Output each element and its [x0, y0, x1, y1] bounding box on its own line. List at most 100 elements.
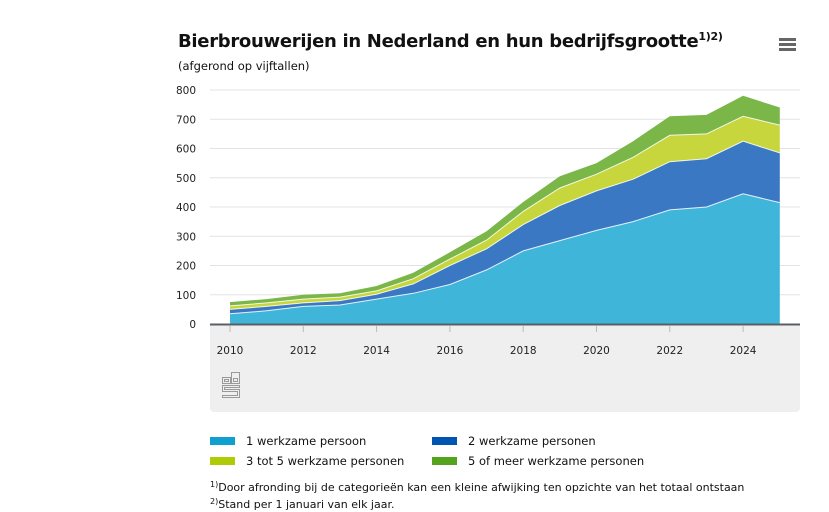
legend-item-3-tot-5-personen[interactable]: 3 tot 5 werkzame personen — [210, 454, 404, 468]
data-point[interactable] — [411, 271, 415, 275]
series-boundary-line — [229, 115, 780, 307]
data-point[interactable] — [704, 132, 708, 136]
x-tick-label: 2014 — [363, 345, 390, 357]
data-point[interactable] — [668, 160, 672, 164]
data-point[interactable] — [228, 300, 232, 304]
data-point[interactable] — [338, 303, 342, 307]
data-point[interactable] — [558, 239, 562, 243]
data-point[interactable] — [521, 249, 525, 253]
x-tick-label: 2022 — [656, 345, 683, 357]
data-point[interactable] — [631, 220, 635, 224]
hamburger-menu-icon[interactable] — [779, 38, 796, 52]
data-point[interactable] — [301, 301, 305, 305]
data-point[interactable] — [704, 113, 708, 117]
area-series-4[interactable] — [230, 95, 780, 306]
y-tick-label: 500 — [176, 173, 196, 185]
data-point[interactable] — [631, 177, 635, 181]
data-point[interactable] — [595, 161, 599, 165]
footnotes: 1)Door afronding bij de categorieën kan … — [210, 478, 744, 512]
footnote-text: Stand per 1 januari van elk jaar. — [218, 498, 395, 511]
chart-subtitle: (afgerond op vijftallen) — [178, 59, 310, 73]
data-point[interactable] — [558, 174, 562, 178]
data-point[interactable] — [741, 139, 745, 143]
x-tick-label: 2016 — [437, 345, 464, 357]
data-point[interactable] — [375, 284, 379, 288]
data-point[interactable] — [411, 282, 415, 286]
legend-swatch — [210, 437, 235, 445]
data-point[interactable] — [375, 297, 379, 301]
data-point[interactable] — [375, 289, 379, 293]
y-tick-label: 600 — [176, 144, 196, 156]
data-point[interactable] — [228, 307, 232, 311]
legend-swatch — [432, 437, 457, 445]
data-point[interactable] — [704, 157, 708, 161]
data-point[interactable] — [595, 172, 599, 176]
x-tick-label: 2024 — [730, 345, 757, 357]
legend-label: 5 of meer werkzame personen — [468, 454, 645, 468]
data-point[interactable] — [411, 277, 415, 281]
x-tick-label: 2018 — [510, 345, 537, 357]
y-tick-label: 100 — [176, 290, 196, 302]
data-point[interactable] — [301, 293, 305, 297]
data-point[interactable] — [778, 151, 782, 155]
data-point[interactable] — [448, 257, 452, 261]
footnote-2: 2)Stand per 1 januari van elk jaar. — [210, 495, 744, 512]
area-series-2[interactable] — [230, 141, 780, 314]
data-point[interactable] — [228, 312, 232, 316]
data-point[interactable] — [485, 268, 489, 272]
data-point[interactable] — [741, 94, 745, 98]
legend-item-2-personen[interactable]: 2 werkzame personen — [432, 434, 596, 448]
data-point[interactable] — [338, 299, 342, 303]
chart-title: Bierbrouwerijen in Nederland en hun bedr… — [178, 30, 723, 52]
data-point[interactable] — [485, 247, 489, 251]
data-point[interactable] — [301, 304, 305, 308]
data-point[interactable] — [338, 295, 342, 299]
data-point[interactable] — [338, 291, 342, 295]
data-point[interactable] — [631, 139, 635, 143]
data-point[interactable] — [668, 114, 672, 118]
area-series-3[interactable] — [230, 116, 780, 310]
area-series-1[interactable] — [230, 193, 780, 324]
data-point[interactable] — [741, 192, 745, 196]
data-point[interactable] — [558, 186, 562, 190]
data-point[interactable] — [228, 304, 232, 308]
data-point[interactable] — [595, 189, 599, 193]
chart-title-text: Bierbrouwerijen in Nederland en hun bedr… — [178, 31, 699, 52]
y-tick-label: 700 — [176, 114, 196, 126]
data-point[interactable] — [741, 114, 745, 118]
y-tick-label: 0 — [189, 319, 196, 331]
data-point[interactable] — [521, 200, 525, 204]
data-point[interactable] — [265, 301, 269, 305]
data-point[interactable] — [668, 208, 672, 212]
data-point[interactable] — [595, 228, 599, 232]
legend-item-1-persoon[interactable]: 1 werkzame persoon — [210, 434, 366, 448]
data-point[interactable] — [265, 309, 269, 313]
legend-label: 3 tot 5 werkzame personen — [246, 454, 405, 468]
series-boundary-line — [229, 140, 780, 310]
legend-swatch — [210, 457, 235, 465]
legend-item-5-of-meer-personen[interactable]: 5 of meer werkzame personen — [432, 454, 644, 468]
data-point[interactable] — [558, 204, 562, 208]
y-tick-label: 300 — [176, 231, 196, 243]
data-point[interactable] — [448, 250, 452, 254]
data-point[interactable] — [521, 209, 525, 213]
data-point[interactable] — [668, 133, 672, 137]
data-point[interactable] — [521, 223, 525, 227]
data-point[interactable] — [411, 291, 415, 295]
data-point[interactable] — [448, 264, 452, 268]
data-point[interactable] — [778, 201, 782, 205]
data-point[interactable] — [265, 304, 269, 308]
data-point[interactable] — [778, 106, 782, 110]
data-point[interactable] — [301, 297, 305, 301]
footnote-ref: 1) — [210, 480, 219, 489]
data-point[interactable] — [265, 297, 269, 301]
data-point[interactable] — [778, 123, 782, 127]
area-chart: 0 100 200 300 400 500 600 700 800 2010 2012 2014 201… — [176, 85, 800, 357]
data-point[interactable] — [631, 155, 635, 159]
data-point[interactable] — [485, 238, 489, 242]
x-axis-panel — [210, 324, 800, 412]
x-tick-label: 2010 — [217, 345, 244, 357]
data-point[interactable] — [485, 229, 489, 233]
data-point[interactable] — [704, 205, 708, 209]
data-point[interactable] — [448, 283, 452, 287]
